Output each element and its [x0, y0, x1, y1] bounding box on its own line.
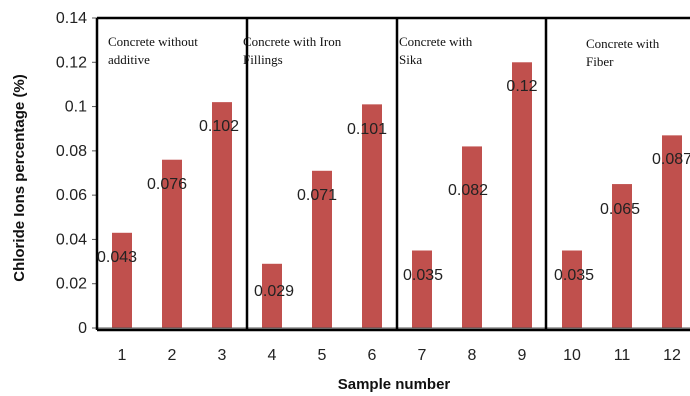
x-tick-label: 3: [218, 347, 227, 364]
bar: [362, 104, 382, 328]
data-label: 0.12: [506, 78, 537, 95]
x-tick-label: 2: [168, 347, 177, 364]
x-tick-label: 9: [518, 347, 527, 364]
data-label: 0.076: [147, 176, 187, 193]
data-label: 0.082: [448, 182, 488, 199]
bar: [612, 184, 632, 328]
x-tick-label: 1: [118, 347, 127, 364]
group-label: additive: [108, 52, 150, 67]
bar: [162, 159, 182, 328]
x-tick-label: 7: [418, 347, 427, 364]
data-label: 0.029: [254, 283, 294, 300]
data-label: 0.102: [199, 118, 239, 135]
group-label: Fillings: [243, 52, 283, 67]
y-tick-label: 0.06: [56, 187, 87, 204]
bar: [112, 232, 132, 328]
x-axis-title: Sample number: [338, 376, 451, 393]
group-label: Concrete with: [399, 34, 473, 49]
bar: [512, 62, 532, 329]
x-tick-label: 6: [368, 347, 377, 364]
x-tick-label: 11: [614, 347, 631, 364]
group-label: Concrete without: [108, 34, 198, 49]
bar: [412, 250, 432, 328]
bar: [462, 146, 482, 328]
group-label: Sika: [399, 52, 422, 67]
data-label: 0.065: [600, 201, 640, 218]
x-tick-label: 5: [318, 347, 327, 364]
bar: [662, 135, 682, 328]
y-tick-label: 0.14: [56, 10, 87, 27]
y-tick-label: 0: [78, 320, 87, 337]
bar: [312, 170, 332, 328]
x-tick-label: 4: [268, 347, 277, 364]
data-label: 0.087: [652, 151, 690, 168]
data-label: 0.071: [297, 187, 337, 204]
group-label: Fiber: [586, 54, 614, 69]
bar: [262, 263, 282, 328]
x-tick-label: 10: [563, 347, 581, 364]
data-label: 0.035: [554, 267, 594, 284]
group-label: Concrete with: [586, 36, 660, 51]
x-tick-label: 8: [468, 347, 477, 364]
bar: [212, 102, 232, 329]
y-tick-label: 0.04: [56, 231, 87, 248]
y-tick-label: 0.1: [65, 99, 87, 116]
data-label: 0.101: [347, 121, 387, 138]
plot-area: 00.020.040.060.080.10.120.141 2 3 4 5 6 7 8 9 10 1…: [56, 10, 690, 364]
bar: [562, 250, 582, 328]
x-tick-label: 12: [663, 347, 681, 364]
y-tick-label: 0.08: [56, 143, 87, 160]
y-axis-title: Chloride Ions percentage (%): [11, 74, 28, 282]
data-label: 0.035: [403, 267, 443, 284]
data-label: 0.043: [97, 249, 137, 266]
y-tick-label: 0.12: [56, 54, 87, 71]
y-tick-label: 0.02: [56, 276, 87, 293]
group-label: Concrete with Iron: [243, 34, 342, 49]
